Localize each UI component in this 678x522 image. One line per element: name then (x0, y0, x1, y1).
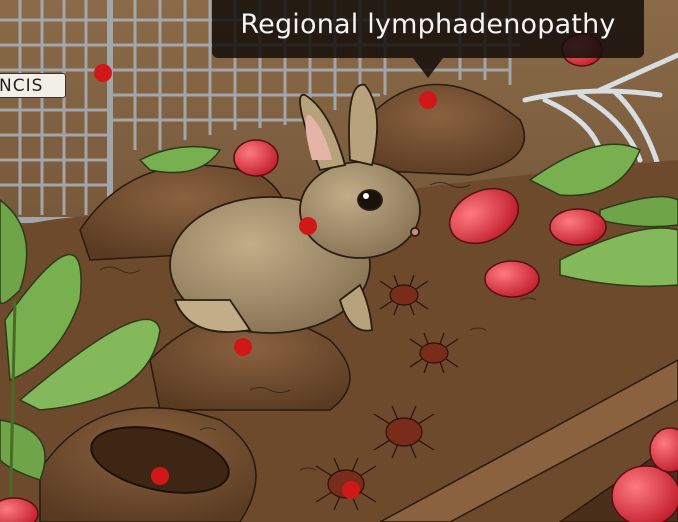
dirt-mound (349, 83, 526, 176)
hotspot-soil[interactable] (234, 338, 252, 356)
hotspot-burrow[interactable] (151, 467, 169, 485)
furrow-ridge (379, 359, 678, 522)
hotspot-dot (151, 467, 169, 485)
tooltip-text: Regional lymphadenopathy (240, 9, 616, 40)
rabbit (169, 83, 421, 334)
radishes (0, 33, 678, 522)
radish-leaves-left (0, 199, 161, 522)
hotspot-dot (94, 64, 112, 82)
garden-rake (522, 52, 678, 193)
hotspot-dot (299, 217, 317, 235)
dirt-mound (149, 313, 351, 411)
hotspot-fence[interactable] (94, 64, 112, 82)
burrow-hole (90, 426, 230, 494)
fence-sign: NCIS (0, 73, 66, 98)
tooltip-pointer (413, 58, 443, 78)
hotspot-tooltip: Regional lymphadenopathy (212, 0, 644, 58)
radish-leaves-right (138, 143, 678, 287)
hotspot-dot (419, 91, 437, 109)
hotspot-rabbit[interactable] (299, 217, 317, 235)
hotspot-dot (234, 338, 252, 356)
soil-texture (99, 182, 537, 471)
ticks (315, 274, 459, 511)
hotspot-dot (342, 481, 360, 499)
hotspot-tick[interactable] (342, 481, 360, 499)
hotspot-mound[interactable] (419, 91, 437, 109)
